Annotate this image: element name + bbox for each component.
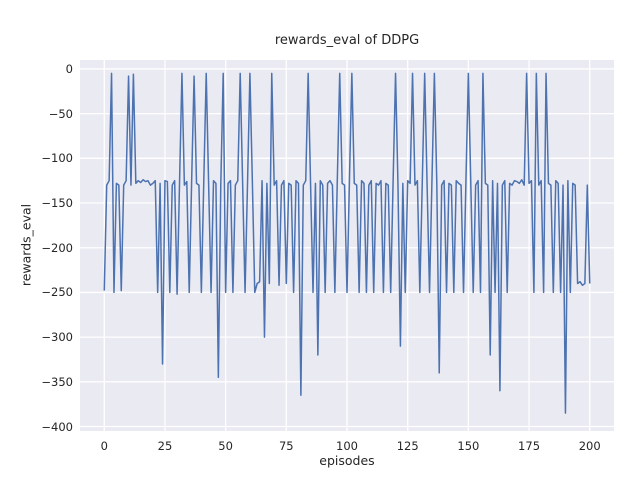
x-tick-label: 200 [578, 439, 601, 453]
x-tick-label: 75 [278, 439, 294, 453]
chart-title: rewards_eval of DDPG [274, 33, 420, 48]
y-tick-label: −400 [41, 419, 73, 434]
x-tick-label: 100 [336, 439, 358, 453]
y-axis-label: rewards_eval [18, 203, 34, 287]
y-tick-label: 0 [65, 61, 73, 76]
rewards-eval-line [103, 72, 591, 414]
y-tick-label: −300 [41, 330, 73, 345]
y-tick-label: −50 [48, 106, 73, 121]
y-tick-label: −250 [41, 285, 73, 300]
x-tick-label: 125 [396, 439, 419, 453]
y-tick-label: −100 [41, 151, 73, 166]
line-plot-svg [80, 60, 614, 431]
plot-area [80, 60, 614, 431]
x-tick-label: 150 [457, 439, 480, 453]
y-tick-label: −150 [41, 196, 73, 211]
x-tick-label: 175 [518, 439, 541, 453]
y-tick-label: −200 [41, 240, 73, 255]
x-tick-label: 0 [100, 439, 108, 453]
x-tick-label: 25 [157, 439, 173, 453]
y-tick-label: −350 [41, 374, 73, 389]
x-axis-label: episodes [319, 453, 375, 468]
x-tick-label: 50 [218, 439, 233, 453]
